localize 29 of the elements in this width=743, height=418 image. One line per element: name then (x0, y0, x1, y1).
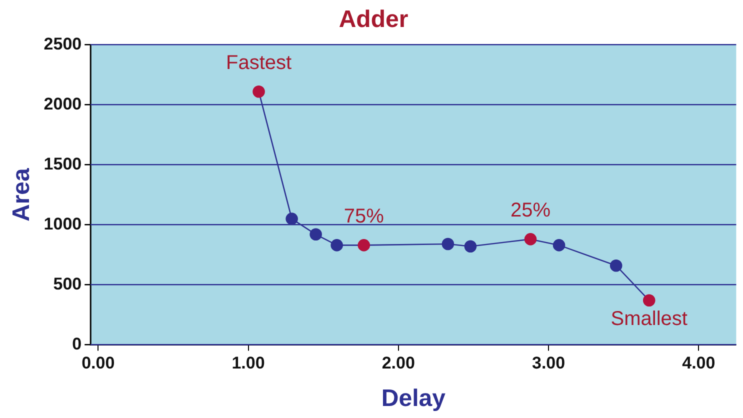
y-axis-title: Area (8, 167, 36, 222)
point (524, 233, 537, 246)
y-tick-label: 1000 (44, 214, 82, 234)
point (330, 239, 343, 252)
x-tick-label: 4.00 (682, 354, 716, 373)
y-tick-label: 0 (72, 334, 82, 354)
y-tick-label: 1500 (44, 154, 82, 174)
y-tick-label: 2500 (44, 34, 82, 54)
chart-title: Adder (338, 6, 408, 34)
x-tick-label: 2.00 (382, 354, 415, 373)
point (358, 239, 370, 252)
annotation: 75% (344, 206, 384, 228)
point (286, 212, 298, 225)
x-tick-label: 0.00 (82, 354, 115, 373)
y-tick-label: 500 (53, 274, 82, 294)
annotation: Fastest (226, 52, 292, 74)
x-axis-title: Delay (381, 385, 446, 412)
point (552, 239, 566, 252)
point (442, 238, 454, 250)
annotation: Smallest (610, 308, 688, 330)
y-tick-label: 2000 (44, 94, 82, 114)
point (610, 259, 622, 272)
annotation: 25% (510, 200, 551, 222)
point (464, 240, 477, 253)
point (642, 294, 656, 307)
point (252, 85, 265, 98)
x-tick-label: 1.00 (232, 354, 265, 373)
point (310, 228, 322, 241)
x-tick-label: 3.00 (532, 354, 566, 373)
